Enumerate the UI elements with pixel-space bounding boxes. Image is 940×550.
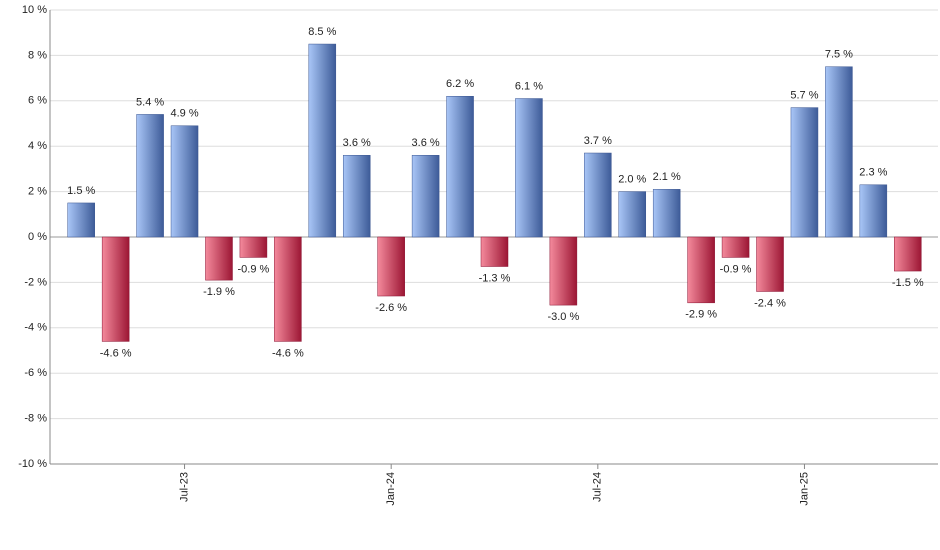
- bar: [859, 184, 888, 238]
- bar: [721, 236, 750, 258]
- data-label: 5.4 %: [136, 96, 164, 108]
- bar: [101, 236, 130, 342]
- data-label: -2.9 %: [685, 309, 717, 321]
- y-tick-label: -6 %: [24, 367, 47, 379]
- y-tick-label: -8 %: [24, 413, 47, 425]
- y-tick-label: 10 %: [22, 4, 47, 16]
- data-label: -4.6 %: [272, 347, 304, 359]
- data-label: 3.6 %: [412, 137, 440, 149]
- bar: [756, 236, 784, 292]
- bar: [618, 191, 647, 238]
- bar: [205, 236, 233, 281]
- y-tick-label: 0 %: [28, 231, 47, 243]
- bar: [377, 236, 405, 297]
- y-tick-label: -10 %: [18, 458, 47, 470]
- y-tick-label: -2 %: [24, 276, 47, 288]
- bar: [894, 236, 922, 272]
- y-tick-label: 6 %: [28, 95, 47, 107]
- x-tick-label: Jul-24: [592, 472, 604, 502]
- data-label: 6.1 %: [515, 80, 543, 92]
- data-label: 8.5 %: [308, 26, 336, 38]
- y-tick-label: 2 %: [28, 186, 47, 198]
- data-label: -2.4 %: [754, 297, 786, 309]
- bar: [515, 98, 543, 238]
- data-label: -1.5 %: [892, 277, 924, 289]
- x-tick-label: Jul-23: [178, 472, 190, 502]
- data-label: -4.6 %: [100, 347, 132, 359]
- data-label: 7.5 %: [825, 49, 853, 61]
- bar: [274, 236, 302, 342]
- bar: [308, 43, 337, 238]
- bar: [480, 236, 509, 267]
- bar: [239, 236, 268, 258]
- y-tick-label: 8 %: [28, 49, 47, 61]
- x-tick-label: Jan-25: [798, 472, 810, 506]
- bar: [136, 114, 164, 238]
- bar: [411, 155, 440, 238]
- bar: [687, 236, 715, 304]
- data-label: -1.9 %: [203, 286, 235, 298]
- data-label: 2.3 %: [859, 167, 887, 179]
- bar: [584, 152, 612, 238]
- data-label: 3.6 %: [343, 137, 371, 149]
- y-tick-label: 4 %: [28, 140, 47, 152]
- data-label: -1.3 %: [479, 272, 511, 284]
- data-label: -0.9 %: [238, 263, 270, 275]
- bar: [652, 189, 681, 238]
- data-label: 5.7 %: [790, 90, 818, 102]
- bar: [342, 155, 371, 238]
- data-label: 3.7 %: [584, 135, 612, 147]
- data-label: 2.1 %: [653, 171, 681, 183]
- bar: [446, 96, 474, 238]
- data-label: 1.5 %: [67, 185, 95, 197]
- bar: [549, 236, 578, 306]
- data-label: 2.0 %: [618, 174, 646, 186]
- data-label: 4.9 %: [170, 108, 198, 120]
- data-label: -3.0 %: [547, 311, 579, 323]
- bar: [790, 107, 819, 238]
- data-label: -0.9 %: [720, 263, 752, 275]
- bar: [67, 202, 95, 238]
- y-tick-label: -4 %: [24, 322, 47, 334]
- bar: [825, 66, 853, 238]
- x-tick-label: Jan-24: [385, 472, 397, 506]
- data-label: 6.2 %: [446, 78, 474, 90]
- bar: [170, 125, 199, 238]
- data-label: -2.6 %: [375, 302, 407, 314]
